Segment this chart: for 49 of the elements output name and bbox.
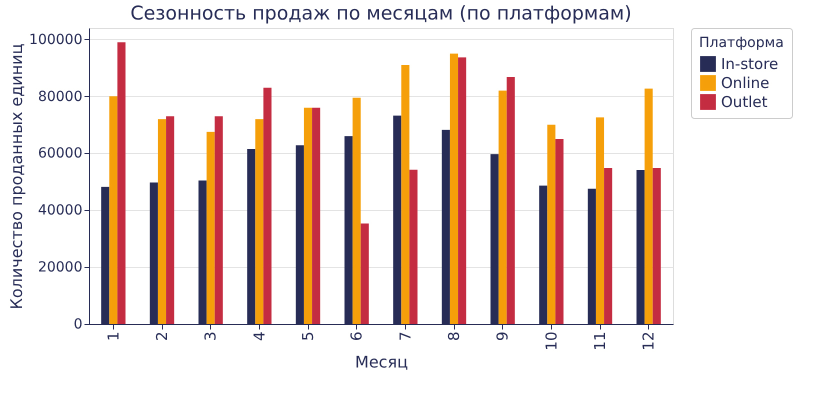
chart-title: Сезонность продаж по месяцам (по платформам) [130,2,632,24]
x-tick-label: 9 [494,332,512,342]
bar [401,65,410,324]
bar [644,88,653,324]
bar [547,124,556,324]
y-tick-label: 100000 [29,32,82,48]
bar [109,96,118,324]
bar [652,168,661,324]
legend-label: Online [721,74,770,92]
bar [304,108,312,324]
bar [312,108,320,324]
bar [596,117,604,324]
y-tick-label: 0 [74,316,82,332]
x-axis-title: Месяц [355,352,408,372]
bar [206,132,215,324]
bar [498,90,507,324]
y-axis-title: Количество проданных единиц [7,43,26,310]
y-tick-label: 40000 [38,202,82,219]
x-tick-label: 3 [202,332,220,342]
bar [458,57,466,324]
bar [604,168,612,324]
legend-label: In-store [721,55,778,73]
bar [158,119,166,324]
x-tick-label: 12 [640,332,658,351]
bar [166,116,174,324]
legend-title: Платформа [699,35,784,51]
bar [450,54,458,324]
x-tick-label: 1 [104,332,122,342]
y-tick-label: 20000 [38,260,82,276]
y-tick-label: 80000 [38,88,82,105]
bar [263,88,272,324]
x-tick-label: 4 [250,332,268,342]
x-tick-label: 5 [299,332,317,342]
bar [409,170,418,324]
bar [352,98,361,324]
bar [506,76,515,324]
bar [117,42,126,324]
x-tick-label: 10 [542,332,560,351]
y-tick-label: 60000 [38,146,82,162]
x-tick-label: 7 [396,332,414,342]
bar [360,224,369,324]
legend-label: Outlet [721,93,768,111]
x-tick-label: 8 [445,332,463,342]
x-tick-label: 6 [348,332,366,342]
bar [555,139,564,324]
x-tick-label: 2 [153,332,171,342]
bar [214,116,223,324]
x-tick-label: 11 [591,332,609,351]
bar [255,119,264,324]
